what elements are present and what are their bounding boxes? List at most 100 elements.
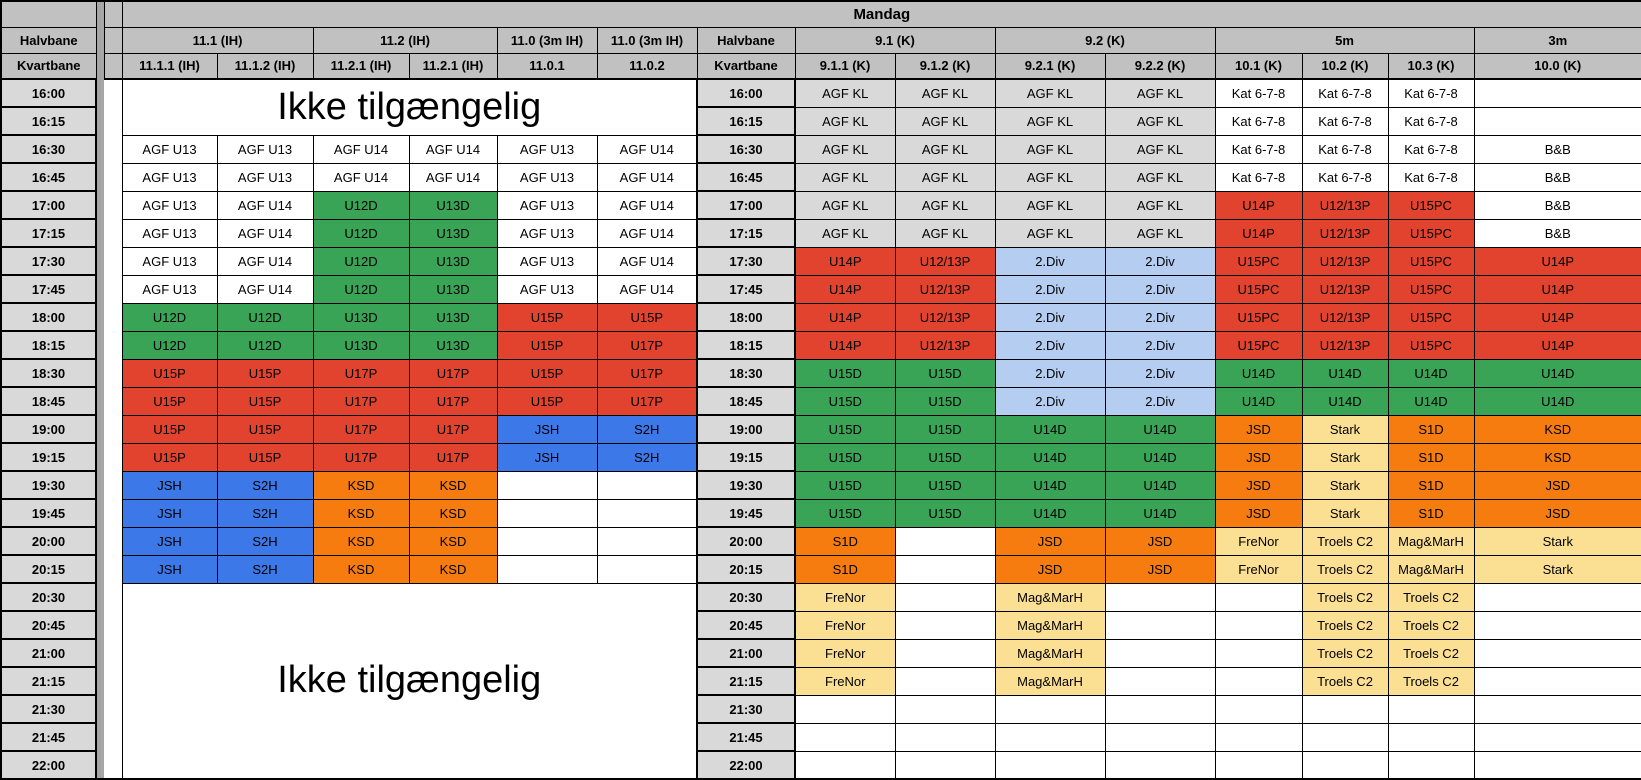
schedule-cell[interactable]: AGF KL bbox=[794, 218, 896, 248]
schedule-cell[interactable]: KSD bbox=[312, 498, 410, 528]
schedule-cell[interactable]: Kat 6-7-8 bbox=[1214, 78, 1303, 108]
schedule-cell[interactable] bbox=[1473, 582, 1641, 612]
schedule-cell[interactable]: U14P bbox=[794, 302, 896, 332]
schedule-cell[interactable]: AGF U13 bbox=[121, 190, 218, 220]
schedule-cell[interactable]: U15P bbox=[121, 442, 218, 472]
schedule-cell[interactable] bbox=[596, 498, 698, 528]
schedule-cell[interactable] bbox=[1387, 722, 1475, 752]
schedule-cell[interactable]: S1D bbox=[794, 526, 896, 556]
schedule-cell[interactable]: Troels C2 bbox=[1301, 582, 1389, 612]
schedule-cell[interactable]: U14D bbox=[1301, 358, 1389, 388]
schedule-cell[interactable]: Stark bbox=[1301, 470, 1389, 500]
schedule-cell[interactable]: AGF U14 bbox=[216, 274, 314, 304]
schedule-cell[interactable]: U17P bbox=[312, 414, 410, 444]
schedule-cell[interactable]: FreNor bbox=[794, 666, 896, 696]
schedule-cell[interactable] bbox=[1104, 666, 1216, 696]
schedule-cell[interactable]: AGF U13 bbox=[496, 218, 598, 248]
schedule-cell[interactable]: U12/13P bbox=[1301, 330, 1389, 360]
schedule-cell[interactable]: JSH bbox=[121, 470, 218, 500]
schedule-cell[interactable]: AGF KL bbox=[894, 78, 996, 108]
schedule-cell[interactable]: KSD bbox=[408, 526, 498, 556]
schedule-cell[interactable] bbox=[1214, 610, 1303, 640]
schedule-cell[interactable]: Mag&MarH bbox=[994, 638, 1106, 668]
schedule-cell[interactable]: U15PC bbox=[1387, 246, 1475, 276]
schedule-cell[interactable]: U17P bbox=[408, 442, 498, 472]
schedule-cell[interactable]: Kat 6-7-8 bbox=[1214, 106, 1303, 136]
schedule-cell[interactable] bbox=[496, 498, 598, 528]
schedule-cell[interactable]: AGF KL bbox=[994, 106, 1106, 136]
schedule-cell[interactable]: U13D bbox=[408, 190, 498, 220]
schedule-cell[interactable] bbox=[1473, 106, 1641, 136]
schedule-cell[interactable] bbox=[1301, 722, 1389, 752]
schedule-cell[interactable]: AGF KL bbox=[1104, 218, 1216, 248]
schedule-cell[interactable]: B&B bbox=[1473, 162, 1641, 192]
schedule-cell[interactable]: U15PC bbox=[1214, 246, 1303, 276]
schedule-cell[interactable]: FreNor bbox=[794, 582, 896, 612]
schedule-cell[interactable]: U17P bbox=[312, 358, 410, 388]
schedule-cell[interactable]: AGF U13 bbox=[496, 274, 598, 304]
schedule-cell[interactable]: U15P bbox=[216, 386, 314, 416]
schedule-cell[interactable] bbox=[1214, 722, 1303, 752]
schedule-cell[interactable]: S2H bbox=[216, 498, 314, 528]
schedule-cell[interactable]: Kat 6-7-8 bbox=[1214, 134, 1303, 164]
schedule-cell[interactable]: 2.Div bbox=[994, 274, 1106, 304]
schedule-cell[interactable]: U13D bbox=[408, 274, 498, 304]
schedule-cell[interactable]: AGF U14 bbox=[216, 190, 314, 220]
schedule-cell[interactable]: AGF U14 bbox=[596, 274, 698, 304]
schedule-cell[interactable]: AGF U14 bbox=[596, 162, 698, 192]
schedule-cell[interactable]: AGF KL bbox=[894, 134, 996, 164]
schedule-cell[interactable]: JSH bbox=[496, 442, 598, 472]
schedule-cell[interactable] bbox=[1387, 750, 1475, 780]
schedule-cell[interactable]: S2H bbox=[216, 470, 314, 500]
schedule-cell[interactable]: U12D bbox=[312, 246, 410, 276]
schedule-cell[interactable]: AGF U13 bbox=[121, 218, 218, 248]
schedule-cell[interactable]: AGF KL bbox=[894, 218, 996, 248]
schedule-cell[interactable] bbox=[1104, 722, 1216, 752]
schedule-cell[interactable]: U15D bbox=[894, 386, 996, 416]
schedule-cell[interactable] bbox=[1214, 582, 1303, 612]
schedule-cell[interactable]: U13D bbox=[312, 302, 410, 332]
schedule-cell[interactable]: U17P bbox=[312, 386, 410, 416]
schedule-cell[interactable]: Stark bbox=[1473, 554, 1641, 584]
schedule-cell[interactable]: 2.Div bbox=[1104, 358, 1216, 388]
schedule-cell[interactable] bbox=[1214, 694, 1303, 724]
schedule-cell[interactable]: JSD bbox=[1214, 414, 1303, 444]
schedule-cell[interactable]: JSH bbox=[121, 498, 218, 528]
schedule-cell[interactable]: U13D bbox=[408, 218, 498, 248]
schedule-cell[interactable]: AGF KL bbox=[794, 190, 896, 220]
schedule-cell[interactable]: U15D bbox=[794, 470, 896, 500]
schedule-cell[interactable]: U14P bbox=[794, 330, 896, 360]
schedule-cell[interactable]: U14D bbox=[994, 470, 1106, 500]
schedule-cell[interactable] bbox=[1473, 750, 1641, 780]
schedule-cell[interactable]: KSD bbox=[408, 470, 498, 500]
schedule-cell[interactable]: U14P bbox=[1473, 330, 1641, 360]
schedule-cell[interactable]: U15D bbox=[894, 498, 996, 528]
schedule-cell[interactable] bbox=[894, 582, 996, 612]
schedule-cell[interactable]: U17P bbox=[596, 330, 698, 360]
schedule-cell[interactable]: 2.Div bbox=[1104, 302, 1216, 332]
schedule-cell[interactable]: AGF U13 bbox=[121, 134, 218, 164]
schedule-cell[interactable]: U17P bbox=[312, 442, 410, 472]
schedule-cell[interactable]: AGF KL bbox=[1104, 78, 1216, 108]
schedule-cell[interactable]: U14D bbox=[1387, 386, 1475, 416]
schedule-cell[interactable]: FreNor bbox=[1214, 554, 1303, 584]
schedule-cell[interactable] bbox=[994, 750, 1106, 780]
schedule-cell[interactable]: Stark bbox=[1301, 442, 1389, 472]
schedule-cell[interactable] bbox=[1473, 722, 1641, 752]
schedule-cell[interactable]: 2.Div bbox=[1104, 274, 1216, 304]
schedule-cell[interactable]: U14D bbox=[1214, 386, 1303, 416]
schedule-cell[interactable]: Kat 6-7-8 bbox=[1301, 134, 1389, 164]
schedule-cell[interactable]: Kat 6-7-8 bbox=[1387, 78, 1475, 108]
schedule-cell[interactable]: U15P bbox=[216, 358, 314, 388]
schedule-cell[interactable]: KSD bbox=[312, 470, 410, 500]
schedule-cell[interactable]: JSD bbox=[1214, 470, 1303, 500]
schedule-cell[interactable]: U12/13P bbox=[1301, 218, 1389, 248]
schedule-cell[interactable]: AGF U14 bbox=[312, 134, 410, 164]
schedule-cell[interactable]: AGF KL bbox=[1104, 162, 1216, 192]
schedule-cell[interactable]: 2.Div bbox=[994, 386, 1106, 416]
schedule-cell[interactable]: B&B bbox=[1473, 218, 1641, 248]
schedule-cell[interactable]: AGF U13 bbox=[121, 246, 218, 276]
schedule-cell[interactable]: AGF KL bbox=[994, 134, 1106, 164]
schedule-cell[interactable]: AGF KL bbox=[1104, 134, 1216, 164]
schedule-cell[interactable] bbox=[894, 554, 996, 584]
